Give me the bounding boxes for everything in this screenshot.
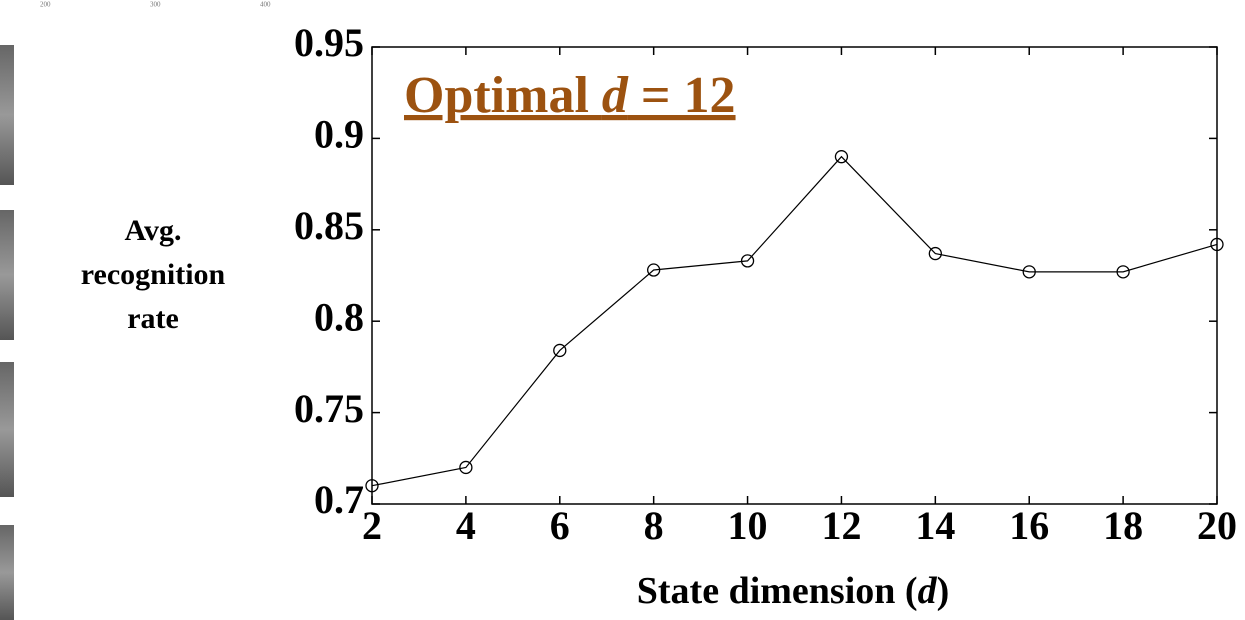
x-tick-label: 18	[1103, 503, 1143, 548]
x-tick-label: 6	[550, 503, 570, 548]
y-tick-label: 0.85	[294, 203, 364, 248]
annotation-part: d	[602, 67, 629, 124]
x-tick-label: 4	[456, 503, 476, 548]
page: {"chart_data": { "type": "line", "annota…	[0, 0, 1245, 620]
background-label: 400	[260, 1, 271, 9]
background-label: 200	[40, 1, 51, 9]
x-tick-label: 2	[362, 503, 382, 548]
y-axis-label: Avg.	[125, 214, 182, 247]
line	[372, 157, 1217, 486]
x-tick-label: 16	[1009, 503, 1049, 548]
annotation-part: Optimal	[404, 67, 602, 124]
y-tick-label: 0.75	[294, 386, 364, 431]
background-label: 300	[150, 1, 161, 9]
y-tick-label: 0.9	[314, 112, 364, 157]
x-tick-label: 14	[915, 503, 955, 548]
y-axis-label: recognition	[81, 258, 226, 291]
y-tick-label: 0.7	[314, 477, 364, 522]
annotation-part: = 12	[628, 67, 736, 124]
chart: 200 300 400 0.7 0.75 0.8 0.85 0.9 0.95 2 4 6 8 10 12 14…	[0, 0, 1245, 620]
x-tick-label: 20	[1197, 503, 1237, 548]
y-tick-label: 0.95	[294, 20, 364, 65]
y-tick-label: 0.8	[314, 294, 364, 339]
x-axis-label-part: d	[918, 570, 938, 612]
x-tick-label: 12	[821, 503, 861, 548]
x-axis-label-part: State dimension (	[637, 570, 918, 612]
annotation: Optimal d = 12	[404, 67, 736, 124]
y-axis-label: rate	[127, 302, 179, 335]
x-axis-label-part: )	[937, 570, 950, 612]
background-thumbnails	[0, 45, 14, 620]
x-axis-label: State dimension (d)	[637, 570, 949, 612]
x-tick-label: 8	[644, 503, 664, 548]
x-tick-label: 10	[728, 503, 768, 548]
